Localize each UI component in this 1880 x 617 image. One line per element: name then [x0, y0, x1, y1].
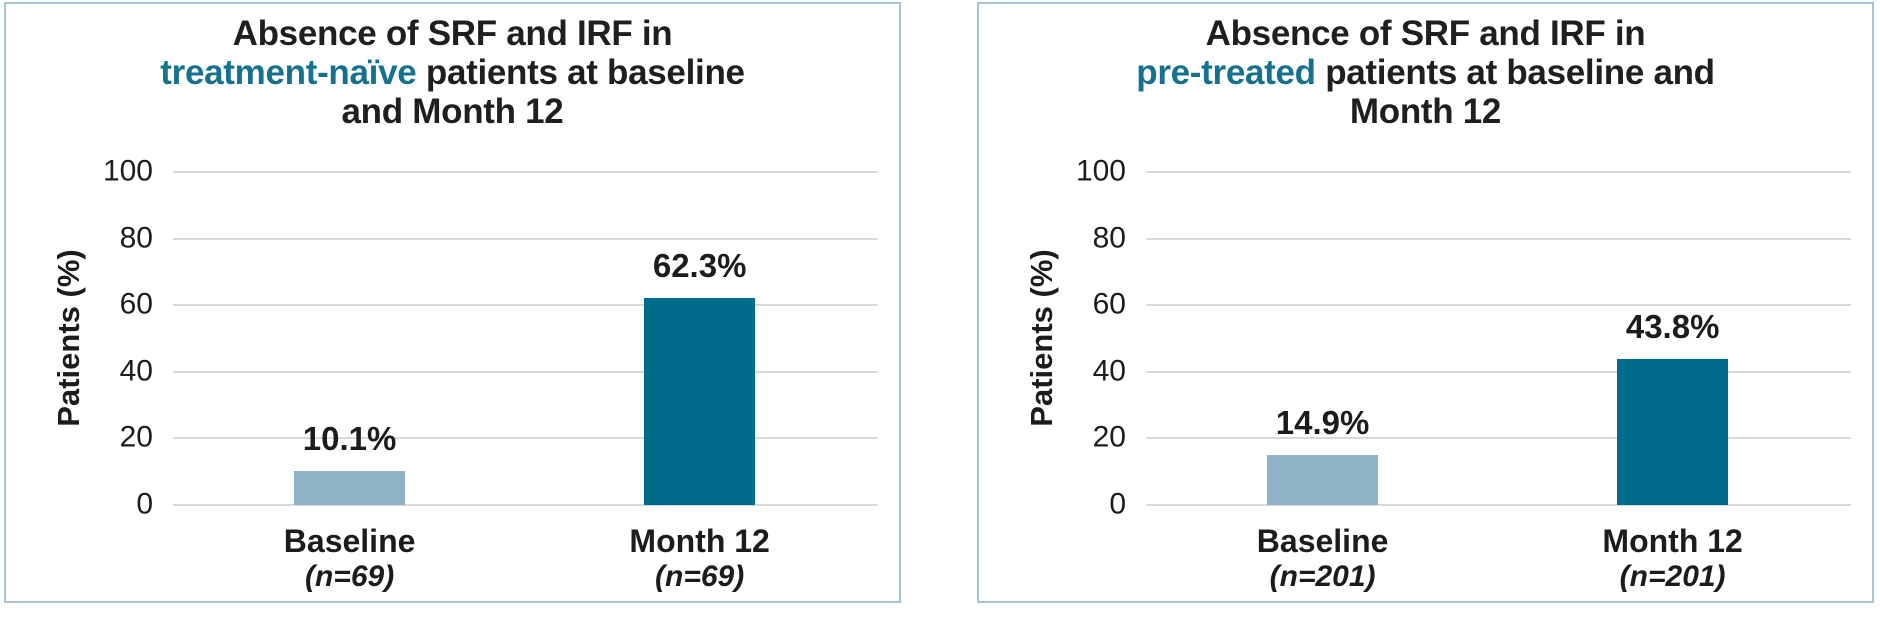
title-text: Absence of SRF and IRF in — [1205, 14, 1646, 53]
chart-panel-treatment-naive: Absence of SRF and IRF in treatment-naïv… — [4, 2, 901, 603]
gridline — [173, 171, 878, 173]
title-text: Absence of SRF and IRF in — [232, 14, 673, 53]
category-label: Month 12 — [629, 523, 770, 559]
x-category-month12: Month 12 (n=69) — [629, 523, 769, 594]
chart-title-line3: and Month 12 — [6, 92, 899, 131]
bar-value-label-month12: 62.3% — [652, 246, 747, 284]
bar-month12 — [643, 297, 755, 505]
title-highlight-text: treatment-naïve — [160, 53, 417, 92]
chart-title: Absence of SRF and IRF in treatment-naïv… — [6, 14, 899, 131]
y-axis-ticks: 100 80 60 40 20 0 — [979, 154, 1126, 520]
y-tick-0: 0 — [136, 487, 153, 521]
gridline — [173, 237, 878, 240]
gridline — [173, 370, 878, 373]
x-category-baseline: Baseline (n=69) — [284, 523, 416, 594]
gridline — [1146, 237, 1851, 240]
title-text: and Month 12 — [341, 92, 564, 131]
plot-area: 10.1% 62.3% — [173, 171, 878, 506]
y-tick-40: 40 — [1092, 354, 1126, 388]
gridline — [1146, 171, 1851, 173]
category-sublabel: (n=69) — [304, 560, 395, 593]
y-tick-60: 60 — [119, 287, 153, 321]
gridline — [1146, 370, 1851, 373]
y-tick-80: 80 — [1092, 220, 1126, 254]
chart-panel-pre-treated: Absence of SRF and IRF in pre-treated pa… — [977, 2, 1874, 603]
x-axis-labels: Baseline (n=201) Month 12 (n=201) — [1146, 523, 1851, 599]
plot-area: 14.9% 43.8% — [1146, 171, 1851, 506]
title-text: patients at baseline and — [1315, 53, 1715, 92]
gridline — [173, 304, 878, 307]
y-tick-20: 20 — [119, 420, 153, 454]
gridline — [173, 437, 878, 440]
category-label: Baseline — [1256, 523, 1389, 559]
chart-title-line3: Month 12 — [979, 92, 1872, 131]
x-axis-labels: Baseline (n=69) Month 12 (n=69) — [173, 523, 878, 599]
y-tick-20: 20 — [1092, 420, 1126, 454]
bar-baseline — [294, 471, 406, 505]
y-tick-40: 40 — [119, 354, 153, 388]
y-tick-100: 100 — [1075, 154, 1126, 188]
chart-title-line1: Absence of SRF and IRF in — [979, 14, 1872, 53]
chart-title: Absence of SRF and IRF in pre-treated pa… — [979, 14, 1872, 131]
title-highlight-text: pre-treated — [1136, 53, 1316, 92]
y-tick-100: 100 — [102, 154, 153, 188]
gridline-axis-baseline — [1146, 504, 1851, 506]
title-text: patients at baseline — [416, 53, 745, 92]
x-category-baseline: Baseline (n=201) — [1257, 523, 1389, 594]
gridline-axis-baseline — [173, 504, 878, 506]
y-tick-80: 80 — [119, 220, 153, 254]
x-category-month12: Month 12 (n=201) — [1602, 523, 1742, 594]
y-tick-60: 60 — [1092, 287, 1126, 321]
category-sublabel: (n=201) — [1619, 560, 1726, 593]
chart-title-line2: pre-treated patients at baseline and — [979, 53, 1872, 92]
category-label: Baseline — [283, 523, 416, 559]
title-text: Month 12 — [1349, 92, 1502, 131]
bar-baseline — [1267, 455, 1379, 505]
bar-month12 — [1616, 359, 1728, 505]
bar-value-label-baseline: 14.9% — [1275, 404, 1370, 442]
gridline — [1146, 437, 1851, 440]
category-sublabel: (n=201) — [1269, 560, 1376, 593]
y-tick-0: 0 — [1109, 487, 1126, 521]
chart-title-line2: treatment-naïve patients at baseline — [6, 53, 899, 92]
category-label: Month 12 — [1602, 523, 1743, 559]
gridline — [1146, 304, 1851, 307]
y-axis-ticks: 100 80 60 40 20 0 — [6, 154, 153, 520]
bar-value-label-baseline: 10.1% — [302, 420, 397, 458]
bar-value-label-month12: 43.8% — [1625, 308, 1720, 346]
chart-title-line1: Absence of SRF and IRF in — [6, 14, 899, 53]
category-sublabel: (n=69) — [655, 560, 745, 593]
